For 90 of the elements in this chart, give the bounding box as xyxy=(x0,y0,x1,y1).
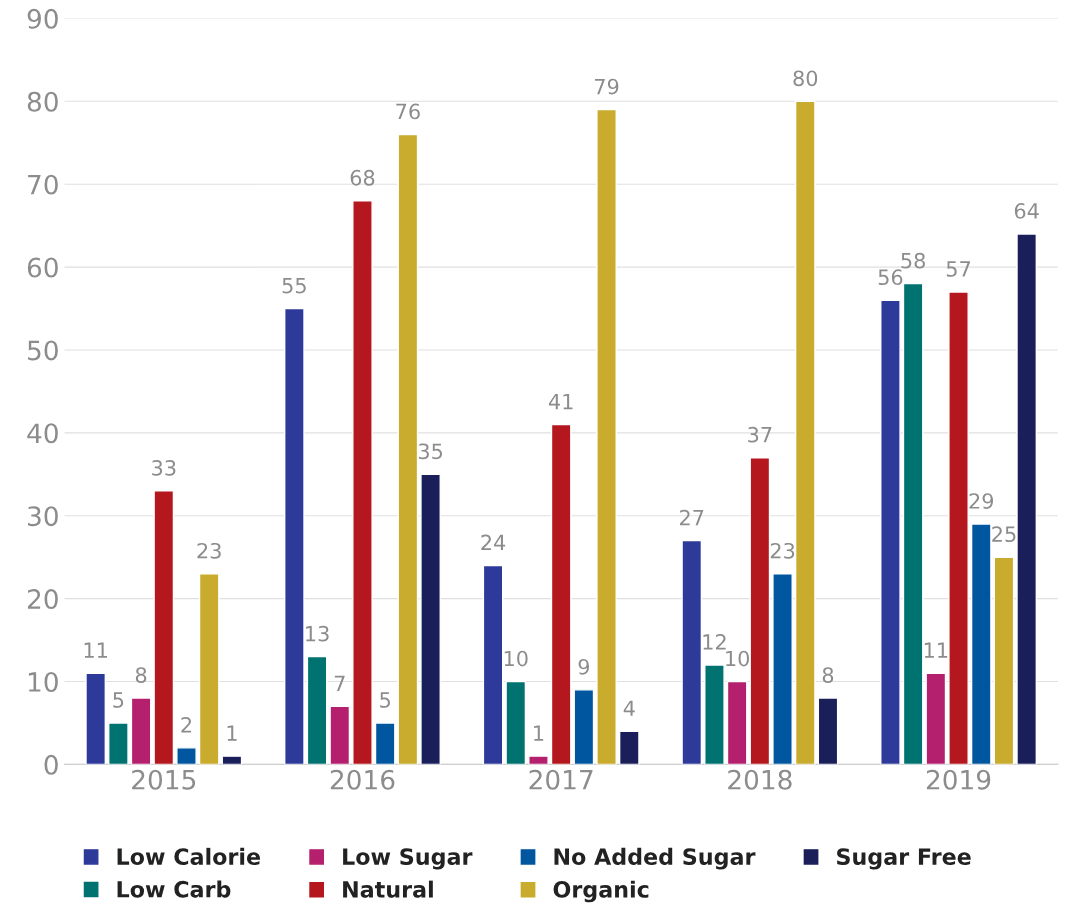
data-label: 12 xyxy=(703,634,726,650)
bar xyxy=(925,672,947,765)
data-label: 10 xyxy=(726,650,750,667)
legend-label: Natural xyxy=(343,880,433,898)
bar xyxy=(352,200,373,765)
data-label: 68 xyxy=(350,169,375,186)
x-tick-label: 2019 xyxy=(926,769,991,790)
bar xyxy=(772,573,793,765)
bar xyxy=(817,697,839,765)
data-label: 9 xyxy=(578,658,590,675)
bar xyxy=(108,722,129,765)
data-label: 7 xyxy=(334,675,345,691)
bar xyxy=(505,680,527,765)
bar xyxy=(374,722,396,765)
data-label: 13 xyxy=(306,625,329,642)
data-label: 58 xyxy=(901,252,925,269)
bar xyxy=(681,539,703,765)
bar xyxy=(993,556,1015,765)
y-tick-label: 20 xyxy=(27,589,58,610)
bar xyxy=(573,689,595,765)
data-label: 79 xyxy=(595,78,619,95)
data-label: 27 xyxy=(680,509,704,526)
data-label: 56 xyxy=(878,269,903,286)
bar xyxy=(550,423,572,765)
bar xyxy=(749,457,771,765)
bar xyxy=(420,473,441,765)
legend-label: No Added Sugar xyxy=(554,847,756,870)
bar xyxy=(306,655,328,765)
bar xyxy=(221,755,243,765)
data-label: 1 xyxy=(227,725,237,741)
bar xyxy=(726,680,748,765)
y-tick-label: 30 xyxy=(28,506,58,527)
data-label: 24 xyxy=(481,534,506,551)
x-tick-label: 2017 xyxy=(529,769,593,790)
data-label: 11 xyxy=(84,642,107,658)
bar xyxy=(596,108,617,765)
data-label: 4 xyxy=(623,700,635,716)
data-label: 5 xyxy=(380,692,390,708)
data-label: 33 xyxy=(152,459,176,476)
legend-label: Organic xyxy=(553,880,649,903)
data-label: 2 xyxy=(181,716,192,733)
data-label: 23 xyxy=(770,542,795,559)
data-label: 23 xyxy=(197,542,221,559)
bar xyxy=(176,747,197,765)
data-label: 37 xyxy=(748,426,772,443)
legend-label: Low Calorie xyxy=(117,847,261,866)
y-tick-label: 90 xyxy=(27,8,58,29)
bar xyxy=(284,307,305,765)
data-label: 41 xyxy=(548,393,573,410)
y-tick-label: 60 xyxy=(27,257,58,278)
y-tick-label: 10 xyxy=(28,671,58,692)
bar xyxy=(397,133,419,765)
data-label: 80 xyxy=(793,70,818,87)
x-tick-label: 2015 xyxy=(132,769,196,790)
bar xyxy=(1016,233,1038,765)
data-label: 8 xyxy=(135,667,147,683)
bar xyxy=(153,490,175,765)
y-tick-label: 50 xyxy=(28,340,58,361)
legend-label: Low Sugar xyxy=(343,848,473,870)
data-label: 1 xyxy=(534,725,544,741)
x-tick-label: 2016 xyxy=(330,769,395,790)
data-label: 11 xyxy=(924,642,948,658)
y-tick-label: 40 xyxy=(27,423,58,444)
legend-label: Sugar Free xyxy=(837,848,971,870)
y-tick-label: 80 xyxy=(27,91,58,112)
bar xyxy=(130,697,152,765)
x-tick-label: 2018 xyxy=(728,769,792,790)
bar xyxy=(482,564,504,765)
y-tick-label: 0 xyxy=(44,754,58,775)
data-label: 5 xyxy=(113,692,124,708)
bar xyxy=(85,672,107,765)
bar xyxy=(528,755,549,765)
data-label: 10 xyxy=(504,650,528,667)
data-label: 8 xyxy=(822,667,834,683)
data-label: 29 xyxy=(969,493,994,509)
y-tick-label: 70 xyxy=(28,174,58,195)
bar xyxy=(948,291,969,765)
data-label: 35 xyxy=(418,443,443,460)
data-label: 64 xyxy=(1014,203,1039,219)
bar xyxy=(198,573,220,765)
bar xyxy=(618,730,640,765)
bar xyxy=(970,523,992,765)
bar xyxy=(329,705,351,765)
data-label: 25 xyxy=(992,526,1016,543)
data-label: 76 xyxy=(396,103,420,120)
data-label: 55 xyxy=(282,277,306,294)
bar xyxy=(794,100,816,765)
legend-label: Low Carb xyxy=(117,880,231,898)
data-label: 57 xyxy=(946,261,971,277)
bar xyxy=(704,664,725,765)
